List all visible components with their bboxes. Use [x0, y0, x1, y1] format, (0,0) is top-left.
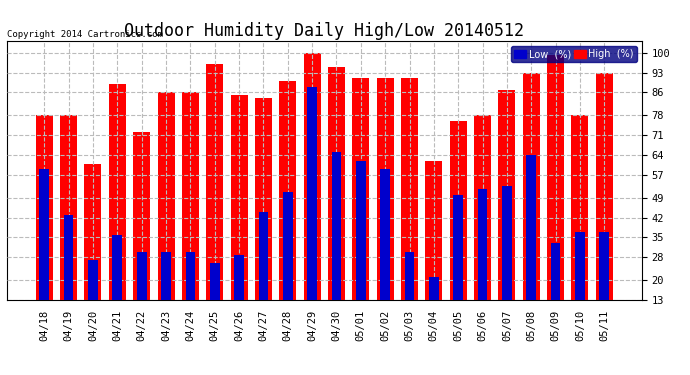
- Bar: [498, 90, 515, 337]
- Bar: [109, 84, 126, 337]
- Bar: [404, 252, 415, 337]
- Bar: [328, 67, 345, 337]
- Bar: [63, 215, 74, 337]
- Bar: [230, 95, 248, 337]
- Bar: [112, 235, 122, 337]
- Title: Outdoor Humidity Daily High/Low 20140512: Outdoor Humidity Daily High/Low 20140512: [124, 22, 524, 40]
- Bar: [332, 152, 342, 337]
- Bar: [595, 72, 613, 337]
- Bar: [36, 115, 53, 337]
- Bar: [429, 277, 439, 337]
- Bar: [575, 232, 585, 337]
- Bar: [600, 232, 609, 337]
- Legend: Low  (%), High  (%): Low (%), High (%): [511, 46, 637, 62]
- Bar: [304, 53, 321, 337]
- Bar: [84, 164, 101, 337]
- Bar: [255, 98, 272, 337]
- Bar: [210, 263, 219, 337]
- Bar: [523, 72, 540, 337]
- Bar: [283, 192, 293, 337]
- Bar: [206, 64, 224, 337]
- Bar: [377, 78, 394, 337]
- Bar: [547, 56, 564, 337]
- Bar: [450, 121, 466, 337]
- Bar: [380, 169, 390, 337]
- Bar: [39, 169, 49, 337]
- Bar: [88, 260, 98, 337]
- Bar: [474, 115, 491, 337]
- Text: Copyright 2014 Cartronics.com: Copyright 2014 Cartronics.com: [7, 30, 163, 39]
- Bar: [356, 160, 366, 337]
- Bar: [353, 78, 369, 337]
- Bar: [60, 115, 77, 337]
- Bar: [279, 81, 296, 337]
- Bar: [182, 92, 199, 337]
- Bar: [526, 155, 536, 337]
- Bar: [477, 189, 487, 337]
- Bar: [551, 243, 560, 337]
- Bar: [161, 252, 171, 337]
- Bar: [259, 212, 268, 337]
- Bar: [137, 252, 146, 337]
- Bar: [571, 115, 589, 337]
- Bar: [502, 186, 512, 337]
- Bar: [453, 195, 463, 337]
- Bar: [425, 160, 442, 337]
- Bar: [186, 252, 195, 337]
- Bar: [401, 78, 418, 337]
- Bar: [234, 255, 244, 337]
- Bar: [157, 92, 175, 337]
- Bar: [307, 87, 317, 337]
- Bar: [133, 132, 150, 337]
